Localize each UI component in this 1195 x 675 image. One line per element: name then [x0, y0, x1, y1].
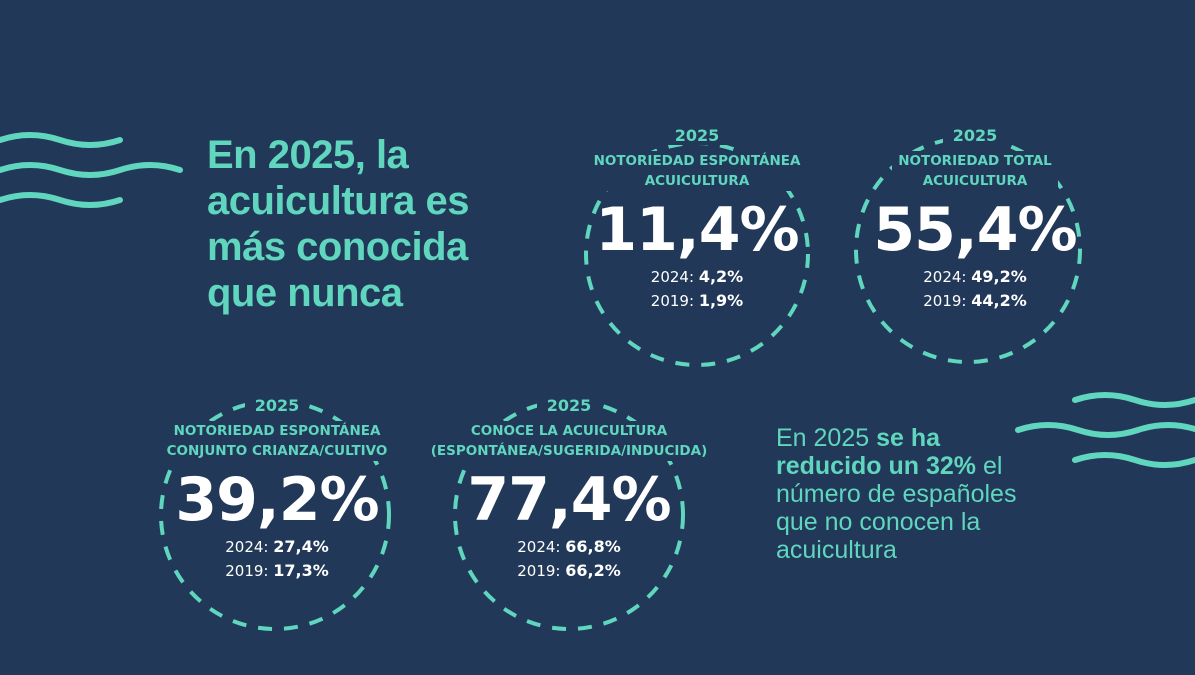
stat-history-row: 2024: 27,4% — [225, 537, 329, 556]
stat-breeding-awareness: 2025 NOTORIEDAD ESPONTÁNEA CONJUNTO CRIAN… — [127, 396, 427, 583]
stat-year: 2025 — [536, 396, 602, 415]
stat-year: 2025 — [664, 126, 730, 145]
stat-history-row: 2024: 4,2% — [650, 267, 744, 286]
reduction-note: En 2025 se ha reducido un 32% el número … — [776, 424, 1017, 564]
stat-label: CONOCE LA ACUICULTURA (ESPONTÁNEA/SUGERID… — [424, 421, 714, 461]
stat-knows-aquaculture: 2025 CONOCE LA ACUICULTURA (ESPONTÁNEA/SU… — [409, 396, 729, 583]
stat-circle — [159, 399, 391, 631]
stat-value: 11,4% — [595, 195, 799, 265]
stat-circle — [453, 399, 685, 631]
headline: En 2025, la acuicultura es más conocida … — [207, 133, 470, 315]
stat-spontaneous-awareness: 2025 NOTORIEDAD ESPONTÁNEA ACUICULTURA 11… — [547, 126, 847, 313]
stat-label: NOTORIEDAD TOTAL ACUICULTURA — [892, 151, 1058, 191]
stat-label: NOTORIEDAD ESPONTÁNEA CONJUNTO CRIANZA/CU… — [160, 421, 394, 461]
stat-history-row: 2019: 66,2% — [517, 561, 621, 580]
stat-history-row: 2019: 1,9% — [650, 291, 744, 310]
wave-lines-icon — [1015, 392, 1195, 468]
stat-total-awareness: 2025 NOTORIEDAD TOTAL ACUICULTURA 55,4% 2… — [825, 126, 1125, 313]
stat-history-row: 2019: 44,2% — [923, 291, 1027, 310]
stat-value: 77,4% — [467, 465, 671, 535]
stat-year: 2025 — [942, 126, 1008, 145]
stat-history-row: 2024: 66,8% — [517, 537, 621, 556]
stat-history-row: 2019: 17,3% — [225, 561, 329, 580]
stat-label: NOTORIEDAD ESPONTÁNEA ACUICULTURA — [587, 151, 807, 191]
stat-value: 55,4% — [873, 195, 1077, 265]
stat-value: 39,2% — [175, 465, 379, 535]
wave-lines-icon — [0, 132, 183, 208]
stat-year: 2025 — [244, 396, 310, 415]
stat-history-row: 2024: 49,2% — [923, 267, 1027, 286]
